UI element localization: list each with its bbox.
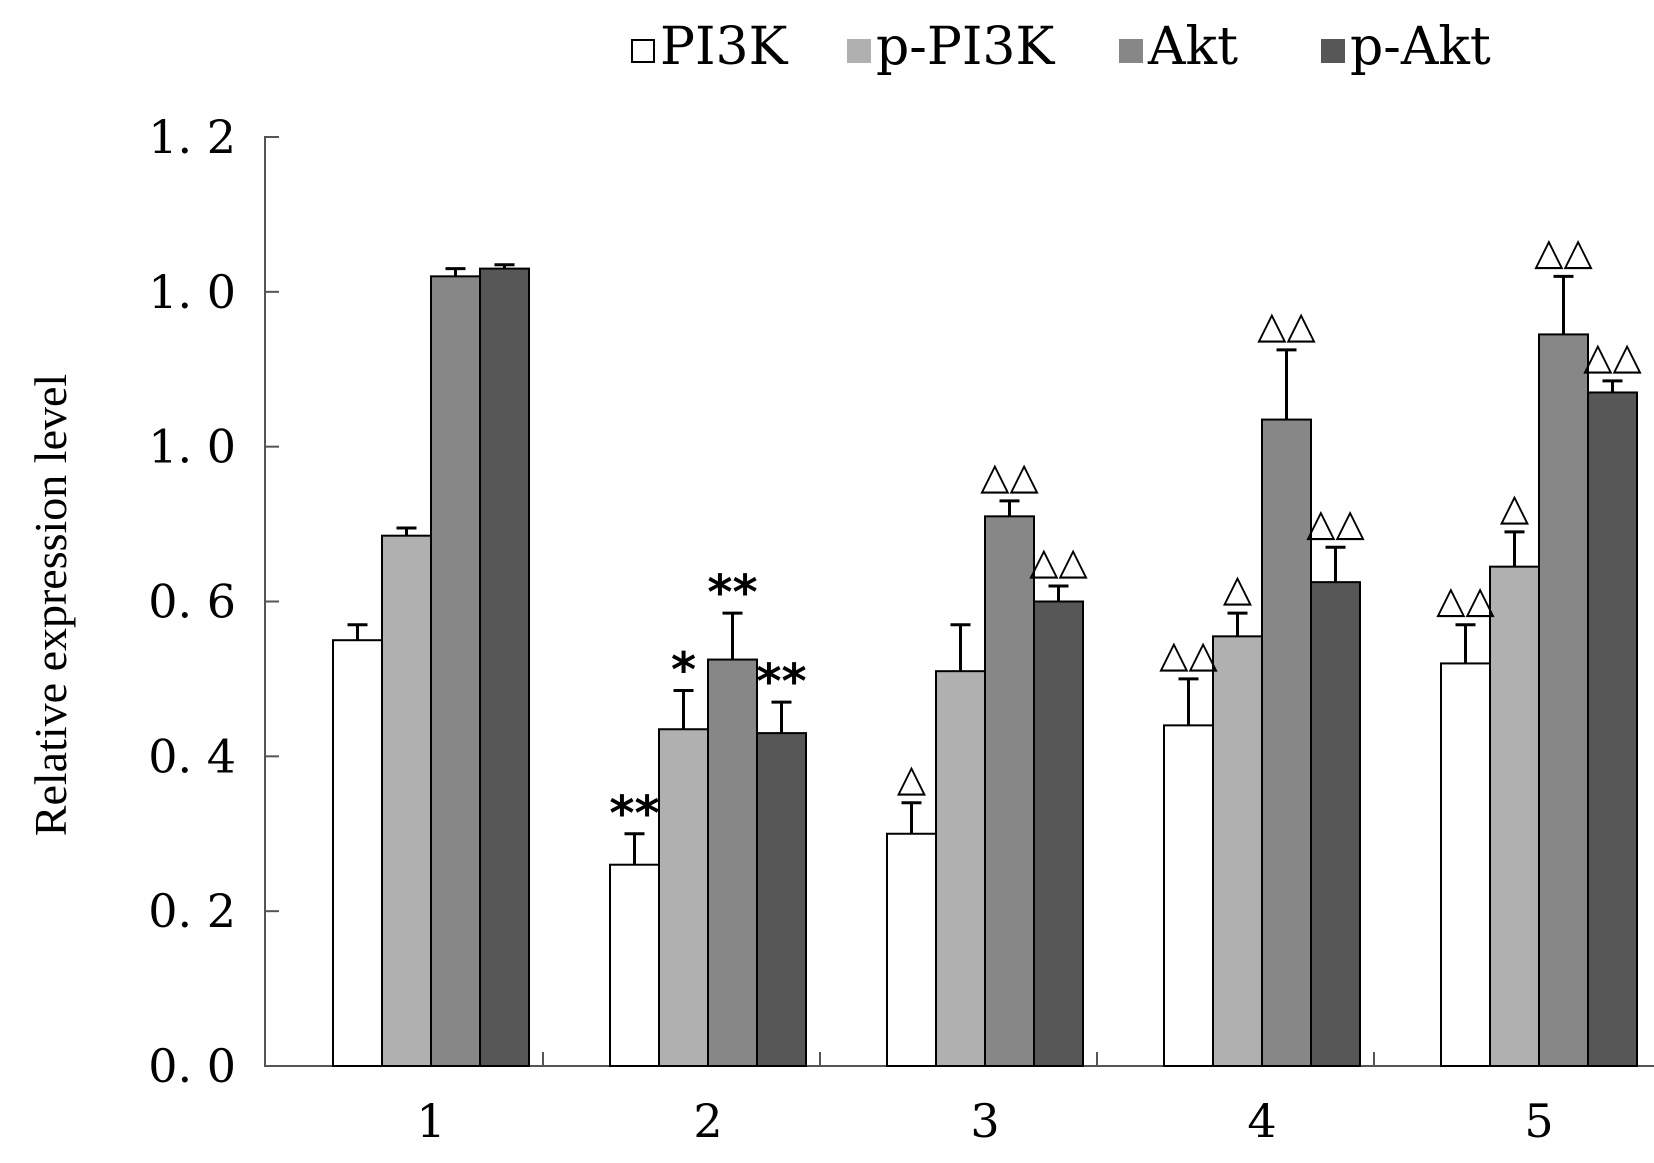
bar	[381, 534, 432, 1067]
bar	[1163, 724, 1214, 1067]
significance-marker: △△	[1159, 632, 1218, 676]
significance-marker: *	[671, 643, 696, 699]
annotations: *******△△△△△△△△△△△△△△△△△△△	[609, 229, 1642, 841]
bar	[1538, 333, 1589, 1068]
bar	[756, 732, 807, 1067]
x-tick-label: 5	[1524, 1094, 1553, 1148]
legend-swatch	[1119, 39, 1143, 63]
x-tick-label: 3	[970, 1094, 999, 1148]
significance-marker: △△	[1306, 500, 1365, 544]
legend-label: p-PI3K	[876, 17, 1055, 77]
y-tick-label: 0. 0	[148, 1039, 236, 1093]
bar	[479, 267, 530, 1067]
bar	[658, 728, 709, 1067]
significance-marker: △△	[1436, 578, 1495, 622]
y-tick-label: 1. 0	[148, 265, 236, 319]
significance-marker: △△	[1583, 334, 1642, 378]
y-tick-label: 0. 6	[148, 575, 236, 629]
significance-marker: △△	[1257, 303, 1316, 347]
bar	[1587, 391, 1638, 1068]
legend-label: p-Akt	[1350, 17, 1491, 77]
bar	[609, 863, 660, 1068]
significance-marker: **	[756, 654, 806, 710]
bar	[1489, 565, 1540, 1067]
bar	[430, 275, 481, 1068]
bar	[707, 658, 758, 1067]
x-tick-label: 4	[1247, 1094, 1276, 1148]
legend-swatch	[847, 39, 871, 63]
legend: PI3K p-PI3K Akt p-Akt	[631, 17, 1491, 77]
significance-marker: △	[1223, 566, 1253, 610]
bar	[1212, 635, 1263, 1068]
bars	[332, 263, 1638, 1068]
significance-marker: △△	[980, 454, 1039, 498]
legend-swatch	[1321, 39, 1345, 63]
y-axis-label: Relative expression level	[25, 374, 76, 836]
axes: 0. 0 0. 2 0. 4 0. 6 1. 0 1. 0 1. 2 1 2 3 4 5	[148, 110, 1654, 1148]
x-tick-label: 1	[416, 1094, 445, 1148]
bar	[332, 639, 383, 1067]
x-tick-label: 2	[693, 1094, 722, 1148]
bar	[1440, 662, 1491, 1068]
significance-marker: △△	[1029, 539, 1088, 583]
y-tick-label: 0. 4	[148, 729, 236, 783]
y-tick-label: 0. 2	[148, 884, 236, 938]
significance-marker: △	[897, 756, 927, 800]
bar	[1261, 418, 1312, 1067]
bar	[886, 832, 937, 1067]
significance-marker: **	[609, 786, 659, 842]
bar	[1033, 600, 1084, 1067]
bar	[1310, 581, 1361, 1067]
significance-marker: △	[1500, 485, 1530, 529]
y-tick-label: 1. 0	[148, 420, 236, 474]
y-tick-label: 1. 2	[148, 110, 236, 164]
legend-swatch	[631, 39, 655, 63]
significance-marker: △△	[1534, 229, 1593, 273]
significance-marker: **	[707, 565, 757, 621]
legend-label: Akt	[1147, 17, 1238, 77]
legend-label: PI3K	[660, 17, 789, 77]
bar	[984, 515, 1035, 1067]
bar	[935, 670, 986, 1067]
